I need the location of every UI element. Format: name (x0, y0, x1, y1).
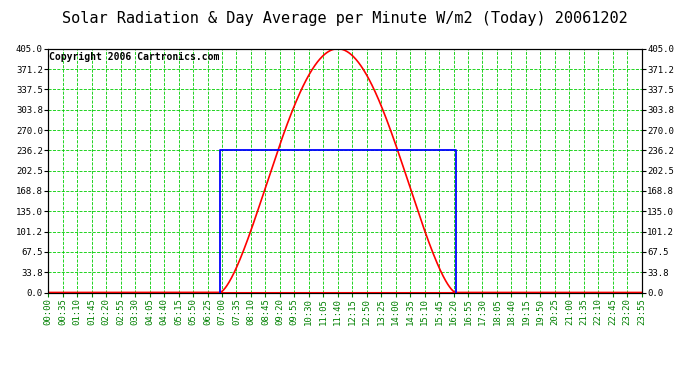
Text: Copyright 2006 Cartronics.com: Copyright 2006 Cartronics.com (49, 52, 219, 62)
Text: Solar Radiation & Day Average per Minute W/m2 (Today) 20061202: Solar Radiation & Day Average per Minute… (62, 11, 628, 26)
